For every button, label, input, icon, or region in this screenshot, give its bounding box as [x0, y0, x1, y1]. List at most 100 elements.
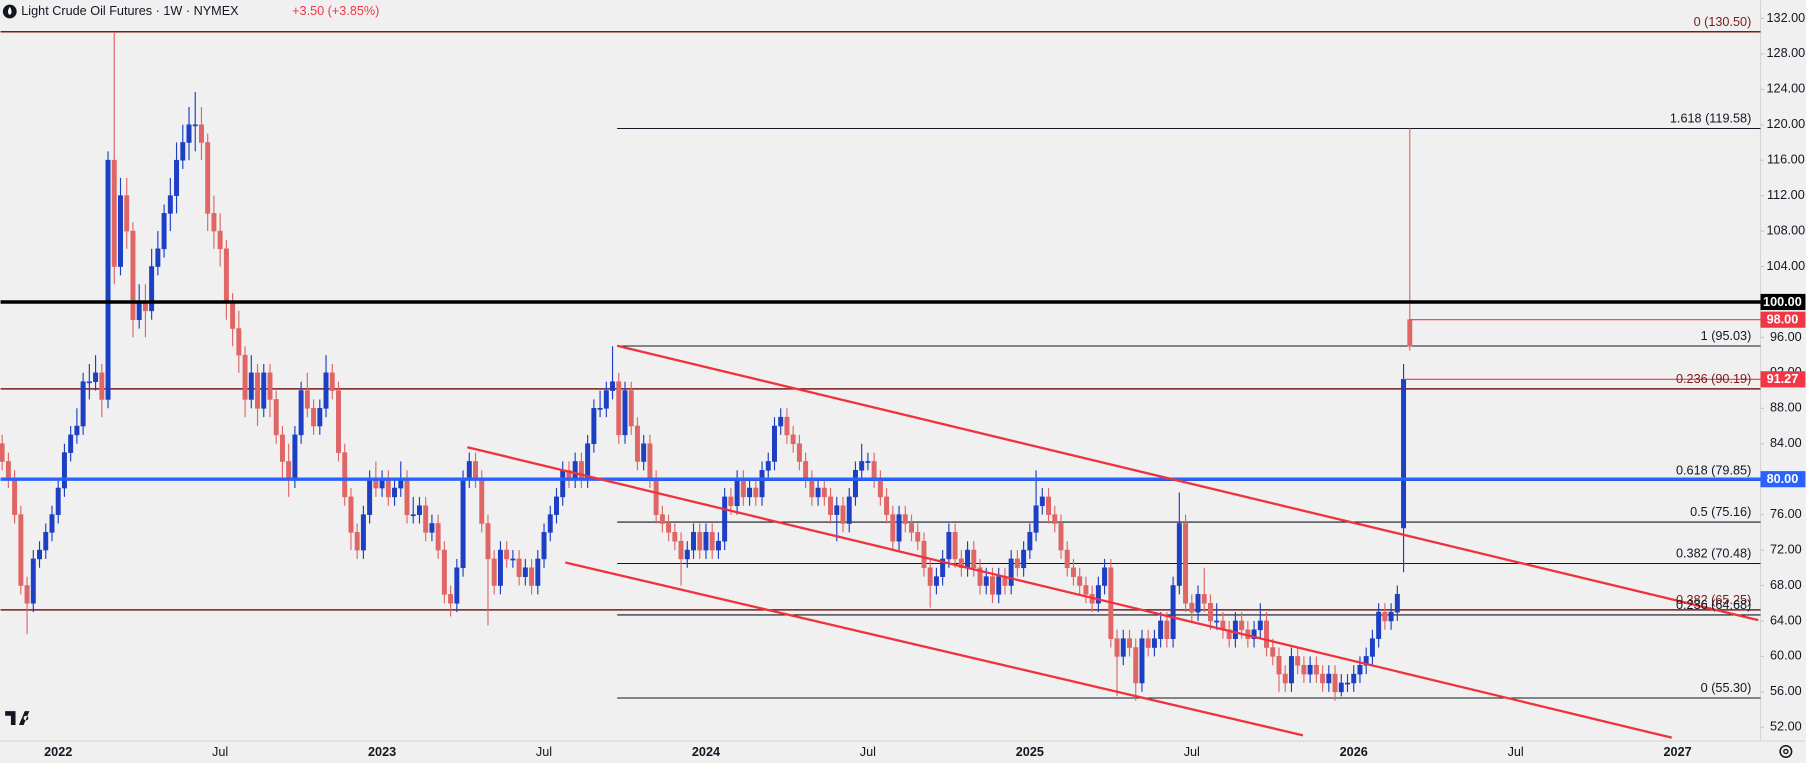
candle-body	[317, 408, 323, 427]
candle-body	[460, 478, 466, 569]
x-tick-label: Jul	[1508, 745, 1524, 759]
candle-body	[155, 248, 161, 267]
candle-body	[902, 514, 908, 524]
candle-body	[578, 461, 584, 480]
fib-label: 1.618 (119.58)	[1670, 112, 1751, 126]
candle-body	[1338, 682, 1344, 693]
price-badge-label: 80.00	[1767, 472, 1799, 486]
candle-body	[790, 434, 796, 445]
y-tick-label: 76.00	[1770, 507, 1802, 521]
price-badge-label: 100.00	[1763, 295, 1802, 309]
candle-body	[759, 470, 765, 498]
candle-body	[890, 514, 896, 542]
candle-body	[547, 514, 553, 533]
candle-body	[1401, 379, 1407, 529]
candle-body	[441, 549, 447, 595]
candle-body	[367, 478, 373, 515]
candle-body	[1014, 558, 1020, 569]
y-tick-label: 60.00	[1770, 649, 1802, 663]
candle-body	[1070, 567, 1076, 577]
candle-body	[454, 567, 460, 604]
candle-body	[1176, 523, 1182, 586]
candle-body	[217, 230, 223, 250]
candle-body	[261, 372, 267, 409]
candle-body	[703, 532, 709, 551]
candle-body	[977, 567, 983, 586]
settings-button[interactable]	[1779, 744, 1793, 758]
candle-body	[167, 195, 173, 214]
candle-body	[915, 532, 921, 542]
candle-body	[535, 558, 541, 586]
candle-body	[884, 496, 890, 515]
candle-body	[983, 576, 989, 586]
candle-body	[634, 425, 640, 462]
x-tick-label: Jul	[212, 745, 228, 759]
candle-body	[1369, 638, 1375, 657]
candle-body	[1127, 638, 1132, 648]
candle-body	[5, 461, 11, 480]
candle-body	[896, 514, 902, 542]
candle-body	[1046, 496, 1052, 515]
candle-body	[809, 478, 815, 498]
candle-body	[1195, 594, 1201, 613]
candle-body	[236, 328, 242, 356]
candle-body	[554, 496, 559, 515]
candle-body	[747, 487, 753, 498]
candle-body	[86, 381, 92, 384]
y-tick-label: 116.00	[1767, 153, 1805, 167]
y-tick-label: 128.00	[1767, 46, 1806, 60]
trend-line	[565, 561, 1304, 737]
candle-body	[448, 594, 454, 604]
candle-body	[504, 549, 510, 560]
candle-body	[1139, 638, 1145, 684]
candle-body	[497, 549, 503, 586]
candle-body	[292, 434, 298, 480]
y-tick-label: 64.00	[1770, 613, 1802, 627]
candle-body	[348, 496, 354, 533]
candle-body	[659, 514, 665, 524]
candle-body	[1320, 673, 1326, 684]
candle-body	[871, 461, 877, 480]
level-label: 0 (130.50)	[1694, 15, 1752, 29]
candle-body	[1183, 523, 1189, 604]
candle-body	[722, 496, 728, 542]
fib-label: 0.382 (70.48)	[1676, 547, 1751, 561]
candle-body	[1276, 656, 1282, 675]
candle-body	[491, 558, 497, 586]
candle-body	[522, 567, 528, 577]
candle-body	[1145, 638, 1151, 648]
trend-line	[467, 446, 1673, 739]
candle-body	[304, 390, 310, 409]
price-badge-label: 98.00	[1767, 313, 1799, 327]
candle-body	[423, 505, 429, 533]
candle-body	[834, 505, 840, 515]
candle-body	[877, 478, 883, 498]
candle-body	[1039, 496, 1045, 507]
candle-body	[267, 372, 273, 400]
candle-body	[1151, 638, 1157, 648]
candle-body	[516, 558, 522, 577]
candle-body	[591, 408, 597, 445]
candle-body	[392, 487, 398, 498]
candle-body	[772, 425, 777, 462]
candle-body	[852, 470, 858, 498]
candle-body	[1008, 558, 1014, 586]
candle-body	[93, 372, 99, 383]
candle-body	[958, 558, 964, 569]
candle-body	[1021, 549, 1027, 569]
trend-line	[616, 344, 1759, 622]
candle-body	[1158, 620, 1164, 639]
y-tick-label: 112.00	[1767, 188, 1805, 202]
candle-body	[610, 381, 616, 391]
candle-body	[1376, 611, 1382, 639]
candle-body	[124, 195, 130, 232]
price-change: +3.50 (+3.85%)	[292, 4, 379, 18]
candle-body	[603, 390, 609, 409]
candle-body	[192, 124, 198, 127]
candle-body	[1164, 620, 1170, 639]
candle-body	[909, 523, 914, 533]
x-tick-label: 2026	[1340, 745, 1368, 759]
candle-body	[691, 532, 696, 551]
candle-body	[1282, 673, 1288, 684]
